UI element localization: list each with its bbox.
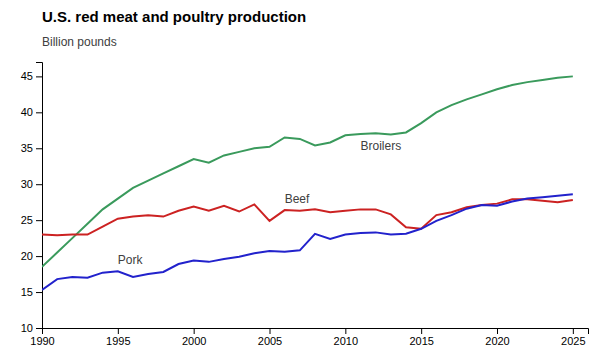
series-label: Broilers <box>361 139 402 153</box>
x-axis-tick-mark <box>573 328 574 334</box>
x-axis-tick: 2015 <box>409 328 433 347</box>
x-axis-tick: 1990 <box>30 328 54 347</box>
y-axis-tick-mark <box>36 76 42 77</box>
y-axis-tick: 20 <box>21 250 42 262</box>
y-axis-label: Billion pounds <box>42 35 117 49</box>
x-axis-line <box>43 329 589 335</box>
x-axis-tick-label: 1995 <box>106 335 130 347</box>
x-axis-tick-label: 2005 <box>258 335 282 347</box>
x-axis-tick: 1995 <box>106 328 130 347</box>
x-axis-tick-label: 2010 <box>334 335 358 347</box>
y-axis-tick-mark <box>36 184 42 185</box>
y-axis-tick-mark <box>36 148 42 149</box>
y-axis-tick-label: 20 <box>21 250 33 262</box>
y-axis-tick-mark <box>36 220 42 221</box>
plot: 1990199520002005201020152020202510152025… <box>21 63 589 347</box>
x-axis-tick-mark <box>194 328 195 334</box>
series-label: Pork <box>118 253 144 267</box>
x-axis-tick-label: 2015 <box>409 335 433 347</box>
y-axis-tick: 45 <box>21 70 42 82</box>
y-axis-tick-label: 45 <box>21 70 33 82</box>
y-axis-line <box>36 63 43 329</box>
x-axis-tick-mark <box>118 328 119 334</box>
x-axis-tick-mark <box>421 328 422 334</box>
title: U.S. red meat and poultry production <box>42 8 306 25</box>
y-axis-tick-label: 35 <box>21 142 33 154</box>
x-axis-tick-label: 1990 <box>30 335 54 347</box>
series-label: Beef <box>285 192 310 206</box>
x-axis-tick-label: 2020 <box>485 335 509 347</box>
x-axis: 1990 1995 2000 2005 2010 2015 2020 2025 <box>30 328 588 347</box>
x-axis-tick: 2000 <box>182 328 206 347</box>
y-axis-tick: 10 <box>21 322 42 334</box>
x-axis-tick: 2025 <box>561 328 585 347</box>
y-axis-tick-mark <box>36 328 42 329</box>
y-axis-tick-label: 30 <box>21 178 33 190</box>
lines <box>42 76 573 290</box>
series-line <box>42 194 573 290</box>
series-line <box>42 76 573 267</box>
y-axis-tick-label: 25 <box>21 214 33 226</box>
y-axis-tick: 40 <box>21 106 42 118</box>
y-axis-tick-mark <box>36 112 42 113</box>
y-axis-tick-label: 15 <box>21 286 33 298</box>
y-axis-tick-label: 10 <box>21 322 33 334</box>
y-axis-tick: 15 <box>21 286 42 298</box>
x-axis-tick-label: 2025 <box>561 335 585 347</box>
x-axis-tick: 2020 <box>485 328 509 347</box>
x-axis-tick-mark <box>270 328 271 334</box>
y-axis: 10 15 20 25 30 35 40 45 <box>21 63 43 335</box>
chart: U.S. red meat and poultry production Bill… <box>0 0 610 358</box>
x-axis-tick: 2010 <box>334 328 358 347</box>
y-axis-tick-mark <box>36 292 42 293</box>
series-labels: Broilers Beef Pork <box>118 139 401 267</box>
y-axis-tick: 30 <box>21 178 42 190</box>
x-axis-tick: 2005 <box>258 328 282 347</box>
x-axis-tick-label: 2000 <box>182 335 206 347</box>
y-axis-tick-label: 40 <box>21 106 33 118</box>
x-axis-tick-mark <box>345 328 346 334</box>
y-axis-tick: 35 <box>21 142 42 154</box>
y-axis-tick: 25 <box>21 214 42 226</box>
y-axis-tick-mark <box>36 256 42 257</box>
x-axis-tick-mark <box>497 328 498 334</box>
